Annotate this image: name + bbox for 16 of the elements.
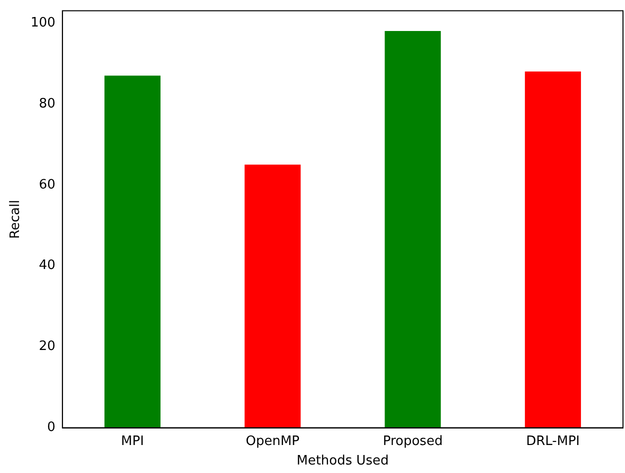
y-tick-label: 40 [38, 258, 56, 274]
x-tick-label: Proposed [382, 434, 443, 449]
y-tick-label: 80 [38, 96, 56, 112]
x-tick-label: DRL-MPI [526, 434, 580, 449]
y-axis-title: Recall [8, 200, 24, 239]
bar [384, 31, 441, 428]
y-tick-label: 20 [38, 339, 56, 354]
bar [104, 76, 161, 428]
bar [244, 164, 301, 428]
x-tick-label: MPI [121, 434, 144, 449]
y-tick-label: 0 [47, 420, 56, 436]
y-tick-label: 100 [30, 15, 56, 30]
x-tick-label: OpenMP [246, 434, 300, 449]
y-tick-label: 60 [38, 177, 56, 192]
bar [524, 72, 581, 428]
x-axis-title: Methods Used [296, 454, 389, 469]
